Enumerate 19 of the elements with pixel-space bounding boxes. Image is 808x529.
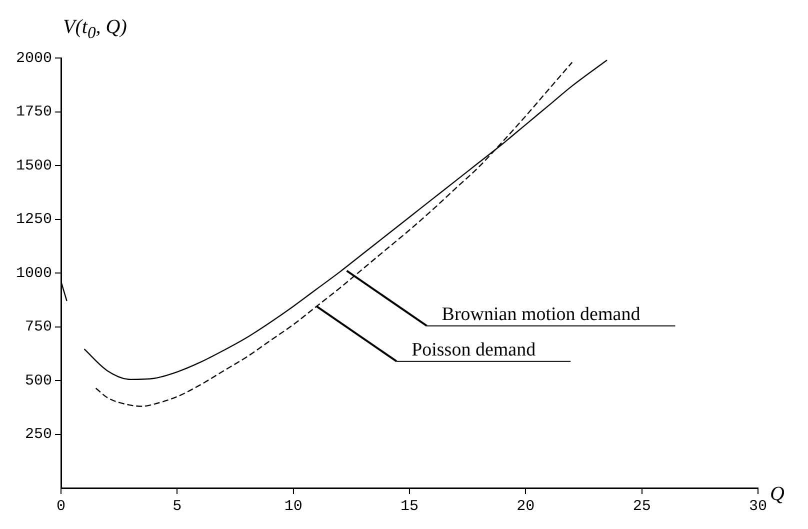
x-tick-label: 15: [400, 498, 419, 515]
x-tick-label: 20: [516, 498, 535, 515]
annotation: Poisson demand: [412, 339, 536, 360]
x-tick-label: 5: [172, 498, 182, 515]
x-axis-title: Q: [770, 483, 784, 506]
x-tick-label: 0: [56, 498, 66, 515]
y-tick-label: 1750: [16, 104, 52, 121]
y-tick-label: 2000: [16, 50, 52, 67]
y-tick-label: 1000: [16, 264, 52, 282]
y-tick-label: 1500: [16, 157, 52, 174]
x-tick-label: 10: [284, 498, 302, 515]
annotation: Brownian motion demand: [442, 304, 641, 325]
y-tick-label: 500: [24, 372, 52, 390]
y-tick-label: 250: [24, 426, 52, 444]
x-tick-label: 30: [748, 498, 768, 515]
x-tick-label: 25: [632, 498, 651, 515]
y-axis-title: V(t$_{0}$, Q): [63, 16, 127, 43]
y-tick-label: 1250: [16, 211, 52, 228]
y-tick-label: 750: [24, 318, 52, 336]
